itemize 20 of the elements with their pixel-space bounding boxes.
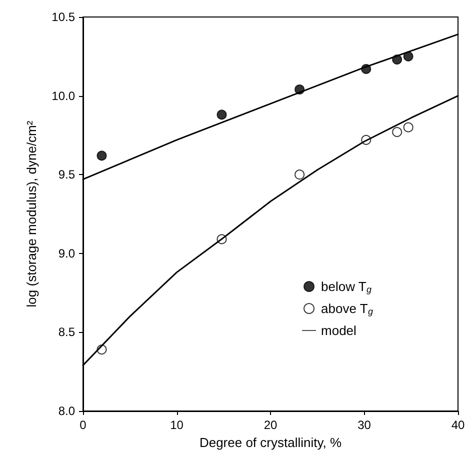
legend-label: model: [321, 323, 357, 338]
x-tick-label: 10: [170, 418, 184, 432]
point: [96, 150, 107, 161]
y-axis-title: log (storage modulus), dyne/cm²: [24, 120, 39, 308]
point: [403, 122, 414, 132]
point: [403, 51, 414, 62]
x-tick-label: 40: [451, 418, 465, 432]
point: [392, 127, 402, 138]
x-axis-title: Degree of crystallinity, %: [199, 435, 342, 450]
x-tick-label: 0: [80, 418, 87, 432]
y-tick-label: 9.5: [58, 168, 76, 182]
y-tick-label: 10.5: [52, 10, 76, 24]
point: [294, 170, 305, 180]
y-tick-label: 10.0: [52, 88, 76, 103]
x-tick-label: 30: [358, 418, 372, 432]
point: [216, 110, 227, 120]
x-tick-label: 20: [264, 418, 278, 432]
y-tick-label: 8.5: [58, 325, 76, 340]
y-tick-label: 8.0: [58, 404, 76, 418]
y-tick-label: 9.0: [58, 246, 76, 260]
